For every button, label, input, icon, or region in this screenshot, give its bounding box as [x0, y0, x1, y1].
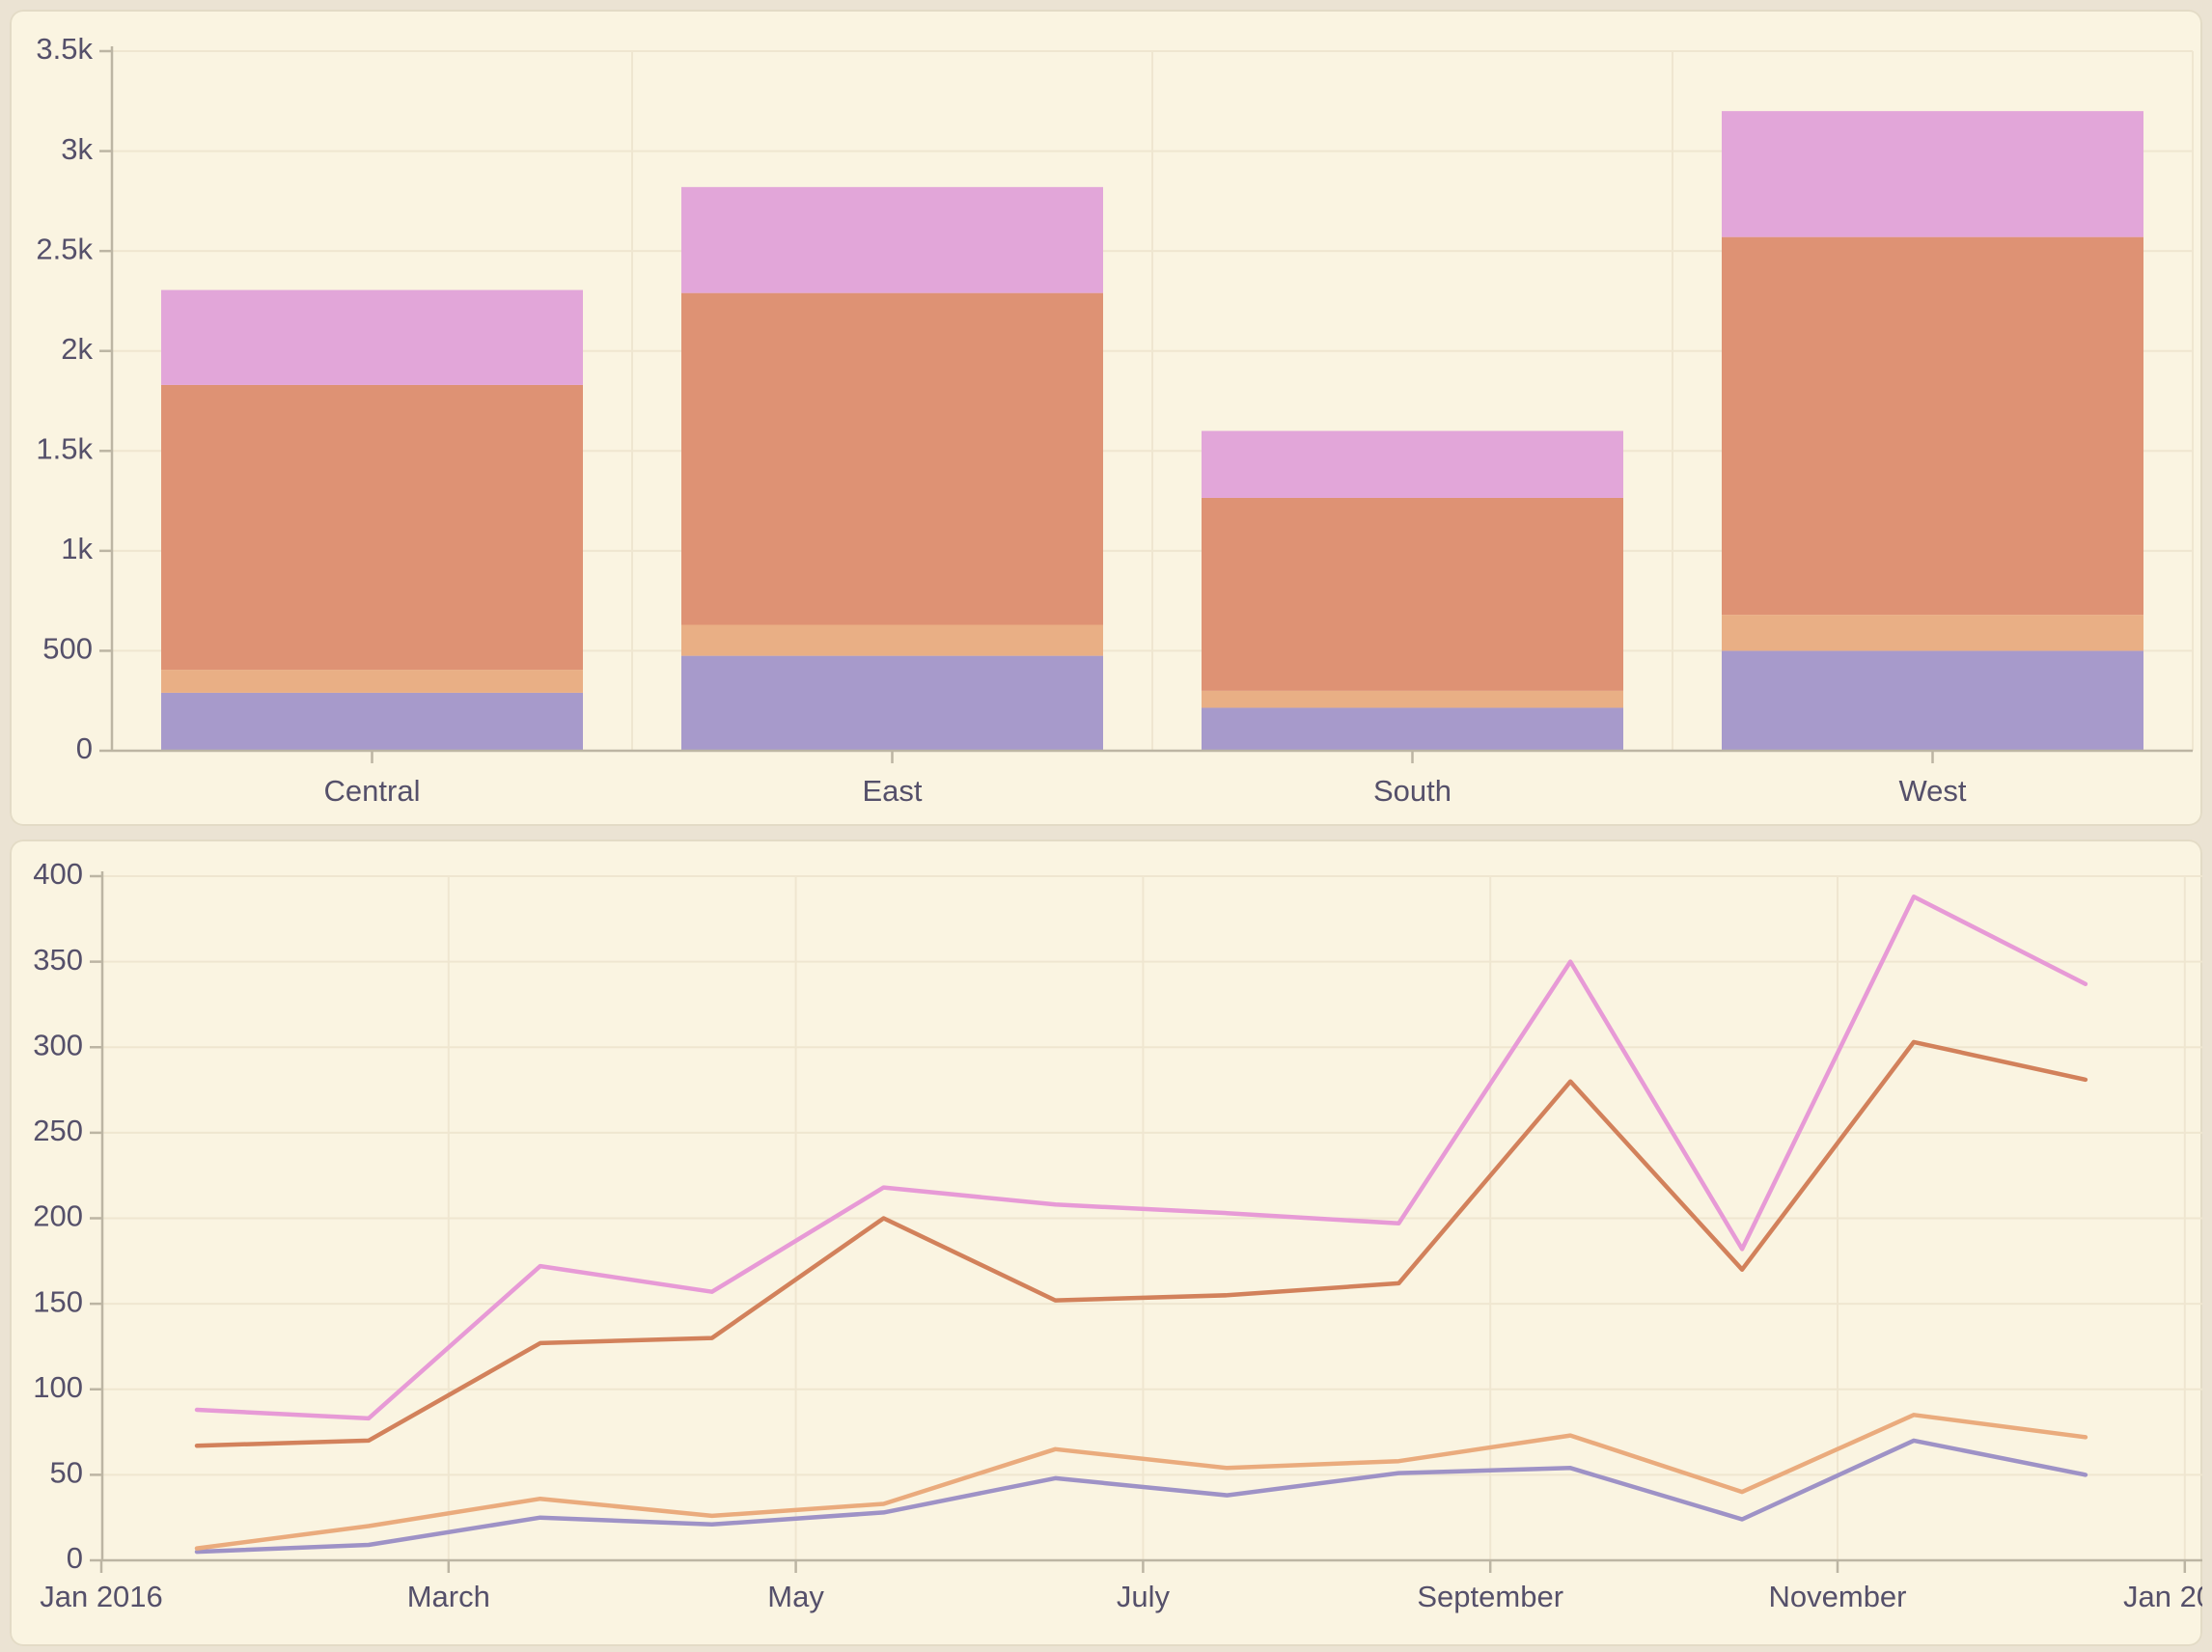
- bar-segment-purple-east[interactable]: [681, 655, 1103, 751]
- bar-chart-card: 0 500 1k 1.5k 2k 2.5k 3k 3.5k Central East South We…: [10, 10, 2202, 826]
- bar-segment-pink-south[interactable]: [1202, 430, 1623, 498]
- x-axis-label-may: May: [767, 1580, 824, 1613]
- x-axis-label-west: West: [1898, 774, 1966, 808]
- x-axis-label-september: September: [1417, 1580, 1563, 1613]
- y-axis-label: 3.5k: [36, 32, 93, 66]
- y-axis-label: 200: [33, 1199, 83, 1233]
- bar-segment-pink-west[interactable]: [1722, 111, 2143, 237]
- bar-segment-purple-south[interactable]: [1202, 707, 1623, 751]
- bar-segment-salmon-south[interactable]: [1202, 497, 1623, 691]
- x-axis-label-jan-2016: Jan 2016: [40, 1580, 163, 1613]
- bar-segment-purple-west[interactable]: [1722, 650, 2143, 751]
- y-axis-label: 0: [67, 1541, 83, 1575]
- y-axis-label: 500: [42, 632, 93, 666]
- y-axis-label: 250: [33, 1114, 83, 1147]
- bar-segment-salmon-west[interactable]: [1722, 236, 2143, 616]
- y-axis-label: 0: [76, 731, 93, 765]
- y-axis-label: 400: [33, 857, 83, 891]
- line-series-tan[interactable]: [194, 1413, 2088, 1551]
- x-axis-label-november: November: [1769, 1580, 1907, 1613]
- y-axis-label: 2.5k: [36, 232, 93, 265]
- x-axis-label-jan-2017: Jan 2017: [2123, 1580, 2202, 1613]
- line-chart-card: 0 50 100 150 200 250 300 350 400 Jan 2016 March May…: [10, 840, 2202, 1646]
- y-axis-label: 50: [50, 1456, 83, 1490]
- stacked-bar-chart[interactable]: 0 500 1k 1.5k 2k 2.5k 3k 3.5k Central East South We…: [10, 10, 2202, 826]
- line-series-pink[interactable]: [194, 895, 2088, 1421]
- y-axis-label: 1k: [61, 532, 93, 565]
- axes: [99, 46, 2193, 763]
- line-series-salmon[interactable]: [194, 1039, 2088, 1448]
- axes: [90, 871, 2202, 1573]
- y-axis-label: 1.5k: [36, 431, 93, 465]
- bar-segment-salmon-central[interactable]: [161, 384, 583, 671]
- bar-segment-purple-central[interactable]: [161, 692, 583, 751]
- y-axis-label: 350: [33, 943, 83, 977]
- bar-segment-pink-east[interactable]: [681, 186, 1103, 293]
- bar-segment-tan-south[interactable]: [1202, 690, 1623, 708]
- grid-lines: [102, 875, 2202, 1560]
- x-axis-label-central: Central: [324, 774, 421, 808]
- y-axis-label: 150: [33, 1284, 83, 1318]
- x-axis-label-south: South: [1373, 774, 1452, 808]
- bar-segment-pink-central[interactable]: [161, 289, 583, 385]
- line-series-purple[interactable]: [194, 1438, 2088, 1555]
- bar-segment-salmon-east[interactable]: [681, 292, 1103, 625]
- line-series-group: [194, 895, 2088, 1555]
- y-axis-label: 3k: [61, 132, 93, 166]
- bar-series: [161, 111, 2143, 751]
- y-axis-label: 2k: [61, 332, 93, 366]
- x-axis-label-july: July: [1117, 1580, 1171, 1613]
- bar-segment-tan-central[interactable]: [161, 670, 583, 693]
- x-axis-label-east: East: [862, 774, 922, 808]
- y-axis-label: 100: [33, 1370, 83, 1404]
- line-chart[interactable]: 0 50 100 150 200 250 300 350 400 Jan 2016 March May…: [10, 840, 2202, 1646]
- bar-segment-tan-west[interactable]: [1722, 615, 2143, 651]
- x-axis-label-march: March: [407, 1580, 490, 1613]
- y-axis-label: 300: [33, 1028, 83, 1061]
- bar-segment-tan-east[interactable]: [681, 624, 1103, 656]
